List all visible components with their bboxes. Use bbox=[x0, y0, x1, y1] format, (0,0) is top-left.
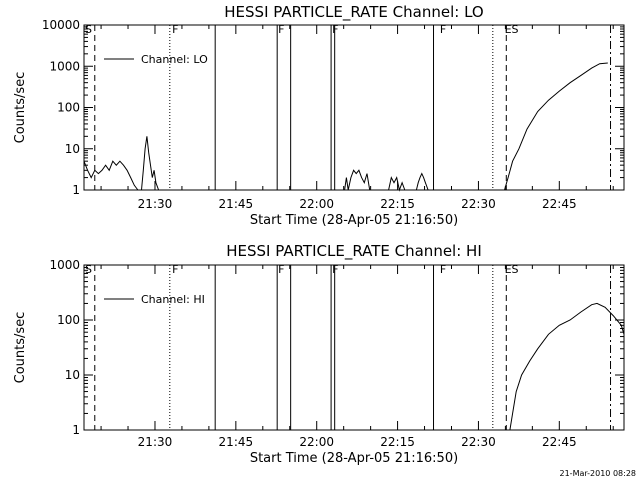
x-tick-label: 22:00 bbox=[299, 435, 334, 449]
x-tick-label: 22:15 bbox=[380, 197, 415, 211]
y-axis-label: Counts/sec bbox=[13, 312, 28, 384]
x-tick-label: 22:45 bbox=[542, 435, 577, 449]
series-line bbox=[83, 160, 139, 191]
series-line bbox=[415, 172, 429, 191]
x-tick-label: 21:45 bbox=[219, 435, 254, 449]
y-tick-label: 10000 bbox=[42, 18, 80, 32]
chart-title: HESSI PARTICLE_RATE Channel: HI bbox=[226, 242, 482, 261]
x-axis-label: Start Time (28-Apr-05 21:16:50) bbox=[250, 451, 458, 466]
y-tick-label: 100 bbox=[57, 313, 80, 327]
x-tick-label: 22:45 bbox=[542, 197, 577, 211]
plot-frame bbox=[83, 24, 625, 191]
y-tick-label: 10 bbox=[65, 368, 80, 382]
series-line bbox=[509, 302, 625, 431]
y-tick-label: 1 bbox=[72, 183, 80, 197]
event-flag-label: F bbox=[440, 263, 446, 276]
series-line bbox=[344, 169, 371, 191]
event-flag-label: F bbox=[332, 263, 338, 276]
chart-title: HESSI PARTICLE_RATE Channel: LO bbox=[224, 3, 483, 22]
series-line bbox=[388, 176, 406, 192]
x-axis-label: Start Time (28-Apr-05 21:16:50) bbox=[250, 213, 458, 228]
x-tick-label: 22:15 bbox=[380, 435, 415, 449]
event-flag-label: S bbox=[85, 263, 92, 276]
legend-label: Channel: HI bbox=[141, 293, 205, 306]
event-flag-label: S bbox=[85, 23, 92, 36]
x-tick-label: 22:30 bbox=[461, 197, 496, 211]
x-tick-label: 21:30 bbox=[138, 435, 173, 449]
x-tick-label: 22:00 bbox=[299, 197, 334, 211]
event-flag-label: ES bbox=[505, 263, 519, 276]
x-tick-label: 21:45 bbox=[219, 197, 254, 211]
y-tick-label: 100 bbox=[57, 101, 80, 115]
plot-frame bbox=[83, 264, 625, 431]
event-flag-label: F bbox=[172, 23, 178, 36]
chart-panel-2: HESSI PARTICLE_RATE Channel: HI 1 10 100 100… bbox=[13, 242, 625, 466]
timestamp: 21-Mar-2010 08:28 bbox=[560, 469, 637, 478]
event-flag-label: ES bbox=[505, 23, 519, 36]
event-flag-label: F bbox=[278, 23, 284, 36]
series-line bbox=[504, 62, 608, 191]
y-tick-label: 1 bbox=[72, 423, 80, 437]
event-flag-label: F bbox=[172, 263, 178, 276]
event-flag-label: F bbox=[278, 263, 284, 276]
event-flag-label: F bbox=[440, 23, 446, 36]
legend-label: Channel: LO bbox=[141, 53, 208, 66]
y-tick-label: 1000 bbox=[49, 59, 80, 73]
x-tick-label: 21:30 bbox=[138, 197, 173, 211]
series-line bbox=[141, 136, 160, 191]
y-axis-label: Counts/sec bbox=[13, 72, 28, 144]
y-tick-label: 10 bbox=[65, 142, 80, 156]
chart-panel-1: HESSI PARTICLE_RATE Channel: LO 1 10 100 100… bbox=[13, 3, 625, 228]
y-tick-label: 1000 bbox=[49, 258, 80, 272]
x-tick-label: 22:30 bbox=[461, 435, 496, 449]
event-flag-label: F bbox=[332, 23, 338, 36]
